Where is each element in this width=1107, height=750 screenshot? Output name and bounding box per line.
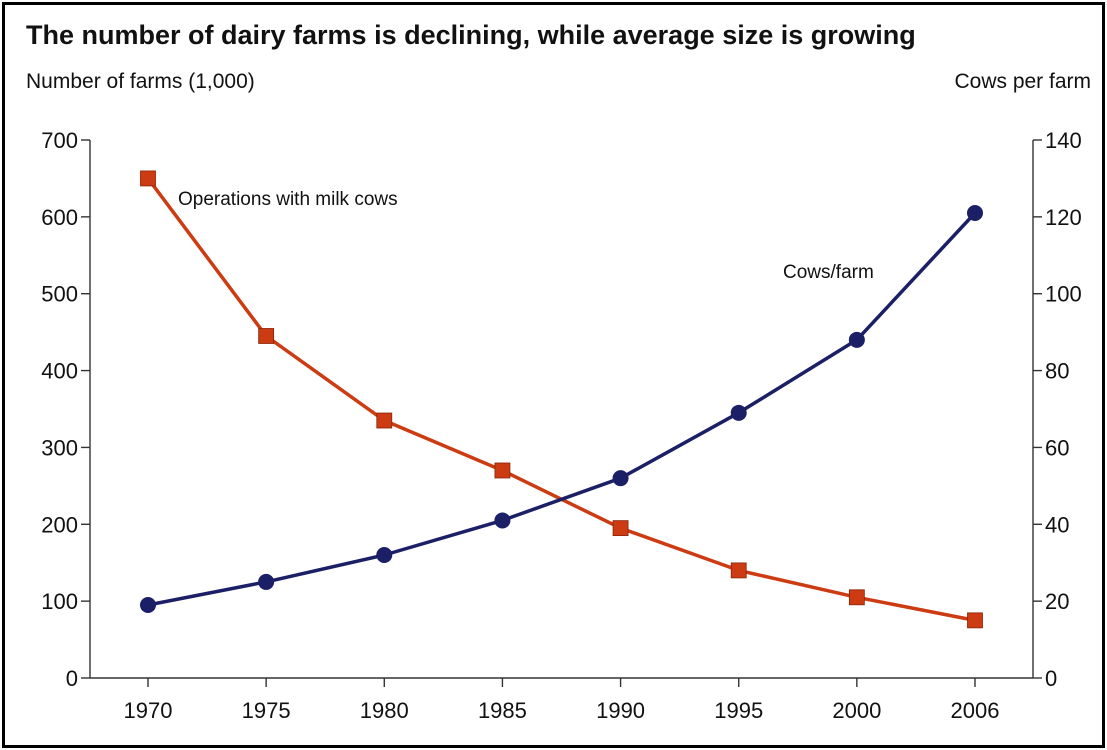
right-axis-label: Cows per farm: [954, 70, 1091, 93]
data-point-circle: [730, 404, 747, 421]
data-point-square: [730, 562, 747, 579]
x-tick-label: 1970: [124, 698, 173, 723]
left-tick-label: 100: [41, 589, 78, 614]
x-tick-label: 1990: [596, 698, 645, 723]
x-tick-label: 1980: [360, 698, 409, 723]
series-line: [147, 211, 977, 607]
left-tick-label: 300: [41, 435, 78, 460]
data-point-circle: [967, 205, 983, 222]
chart-title: The number of dairy farms is declining, …: [26, 20, 916, 50]
right-tick-label: 20: [1045, 589, 1069, 614]
data-point-circle: [376, 547, 393, 564]
series-label-operations: Operations with milk cows: [178, 189, 398, 210]
series-2: [140, 205, 983, 613]
data-point-square: [258, 328, 275, 344]
data-point-circle: [494, 512, 511, 529]
series-label-cows-per-farm: Cows/farm: [783, 262, 874, 283]
series-labels: Operations with milk cows Cows/farm: [178, 189, 874, 283]
data-point-square: [140, 170, 156, 187]
data-point-circle: [612, 470, 629, 487]
x-tick-label: 1985: [478, 698, 527, 723]
data-point-square: [612, 520, 629, 537]
right-tick-label: 40: [1045, 512, 1069, 537]
x-tick-label: 2000: [832, 698, 881, 723]
right-tick-label: 120: [1045, 205, 1082, 230]
right-tick-label: 60: [1045, 435, 1069, 460]
left-tick-label: 600: [41, 205, 78, 230]
data-point-circle: [140, 596, 156, 613]
left-tick-label: 500: [41, 282, 78, 307]
right-tick-label: 80: [1045, 359, 1069, 384]
series-1: [140, 170, 983, 629]
x-tick-label: 1975: [242, 698, 291, 723]
axes: 0 100 200 300 400 500 600 700 0 20 40 60 80 100 120 140…: [41, 128, 1081, 723]
data-point-square: [494, 462, 511, 479]
left-tick-label: 700: [41, 128, 78, 153]
series-layer: [140, 170, 983, 629]
data-point-square: [376, 412, 393, 429]
right-tick-label: 0: [1045, 666, 1057, 691]
right-tick-label: 100: [1045, 282, 1082, 307]
data-point-circle: [258, 573, 275, 590]
left-tick-label: 400: [41, 359, 78, 384]
x-tick-label: 1995: [714, 698, 763, 723]
right-tick-label: 140: [1045, 128, 1082, 153]
data-point-square: [967, 612, 983, 629]
data-point-circle: [848, 331, 865, 348]
left-axis-label: Number of farms (1,000): [26, 70, 255, 93]
x-tick-label: 2006: [951, 698, 1000, 723]
data-point-square: [848, 589, 865, 606]
left-tick-label: 0: [66, 666, 78, 691]
series-line: [146, 177, 976, 623]
left-tick-label: 200: [41, 512, 78, 537]
